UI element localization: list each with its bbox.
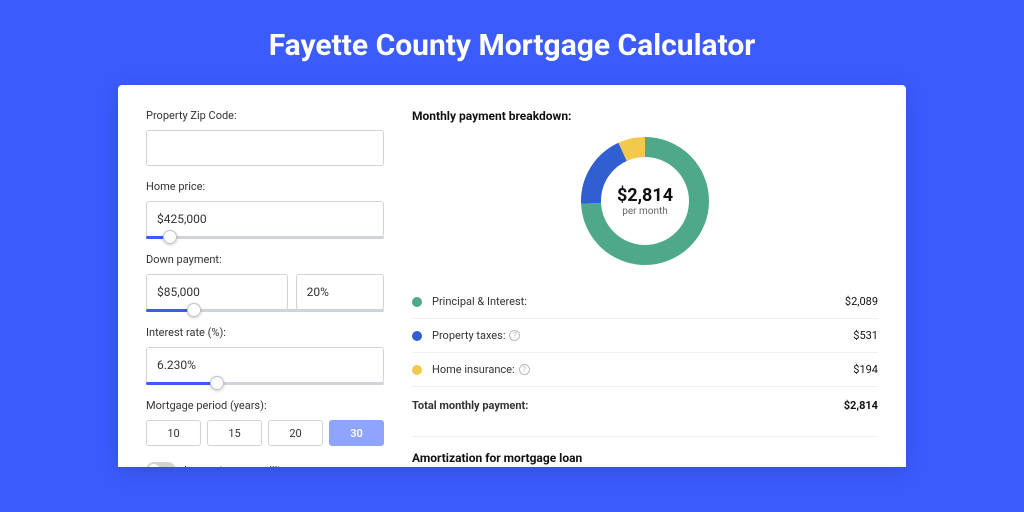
legend-dot	[412, 331, 422, 341]
down-payment-percent-input[interactable]	[296, 274, 384, 310]
home-price-label: Home price:	[146, 180, 384, 193]
zip-input[interactable]	[146, 130, 384, 166]
legend-row-1: Property taxes:?$531	[412, 319, 878, 353]
down-payment-field: Down payment:	[146, 253, 384, 312]
donut-amount: $2,814	[617, 185, 673, 206]
interest-slider-fill	[146, 382, 217, 385]
home-price-field: Home price:	[146, 180, 384, 239]
interest-label: Interest rate (%):	[146, 326, 384, 339]
legend-dot	[412, 365, 422, 375]
veteran-row: I am veteran or military	[146, 462, 384, 467]
total-value: $2,814	[844, 399, 878, 412]
home-price-slider-thumb[interactable]	[163, 230, 177, 244]
down-payment-slider[interactable]	[146, 309, 384, 312]
period-button-group: 10152030	[146, 420, 384, 446]
total-row: Total monthly payment: $2,814	[412, 387, 878, 422]
donut-center: $2,814 per month	[581, 137, 709, 265]
legend-row-0: Principal & Interest:$2,089	[412, 285, 878, 319]
period-field: Mortgage period (years): 10152030	[146, 399, 384, 446]
down-payment-slider-thumb[interactable]	[187, 303, 201, 317]
breakdown-panel: Monthly payment breakdown: $2,814 per mo…	[412, 109, 878, 467]
donut-chart: $2,814 per month	[581, 137, 709, 265]
breakdown-title: Monthly payment breakdown:	[412, 109, 878, 123]
legend-row-2: Home insurance:?$194	[412, 353, 878, 387]
legend-value: $531	[853, 329, 878, 342]
amortization-title: Amortization for mortgage loan	[412, 451, 878, 465]
period-label: Mortgage period (years):	[146, 399, 384, 412]
interest-input[interactable]	[146, 347, 384, 383]
zip-label: Property Zip Code:	[146, 109, 384, 122]
info-icon[interactable]: ?	[519, 364, 530, 375]
legend-label: Property taxes:?	[432, 329, 853, 342]
interest-field: Interest rate (%):	[146, 326, 384, 385]
period-button-15[interactable]: 15	[207, 420, 262, 446]
legend-dot	[412, 297, 422, 307]
interest-slider-thumb[interactable]	[210, 376, 224, 390]
veteran-label: I am veteran or military	[184, 464, 296, 468]
period-button-30[interactable]: 30	[329, 420, 384, 446]
home-price-input[interactable]	[146, 201, 384, 237]
veteran-toggle[interactable]	[146, 462, 176, 467]
donut-sub: per month	[622, 206, 668, 217]
down-payment-amount-input[interactable]	[146, 274, 288, 310]
zip-field: Property Zip Code:	[146, 109, 384, 166]
amortization-section: Amortization for mortgage loan Amortizat…	[412, 436, 878, 467]
form-panel: Property Zip Code: Home price: Down paym…	[146, 109, 384, 467]
period-button-20[interactable]: 20	[268, 420, 323, 446]
calculator-card: Property Zip Code: Home price: Down paym…	[118, 85, 906, 467]
down-payment-label: Down payment:	[146, 253, 384, 266]
interest-slider[interactable]	[146, 382, 384, 385]
legend-label: Home insurance:?	[432, 363, 853, 376]
page-title: Fayette County Mortgage Calculator	[0, 0, 1024, 85]
legend-value: $194	[853, 363, 878, 376]
period-button-10[interactable]: 10	[146, 420, 201, 446]
info-icon[interactable]: ?	[509, 330, 520, 341]
veteran-toggle-knob	[148, 464, 160, 467]
total-label: Total monthly payment:	[412, 399, 844, 412]
legend-label: Principal & Interest:	[432, 295, 845, 308]
legend-value: $2,089	[845, 295, 878, 308]
legend: Principal & Interest:$2,089Property taxe…	[412, 285, 878, 387]
home-price-slider[interactable]	[146, 236, 384, 239]
donut-chart-wrap: $2,814 per month	[412, 137, 878, 265]
